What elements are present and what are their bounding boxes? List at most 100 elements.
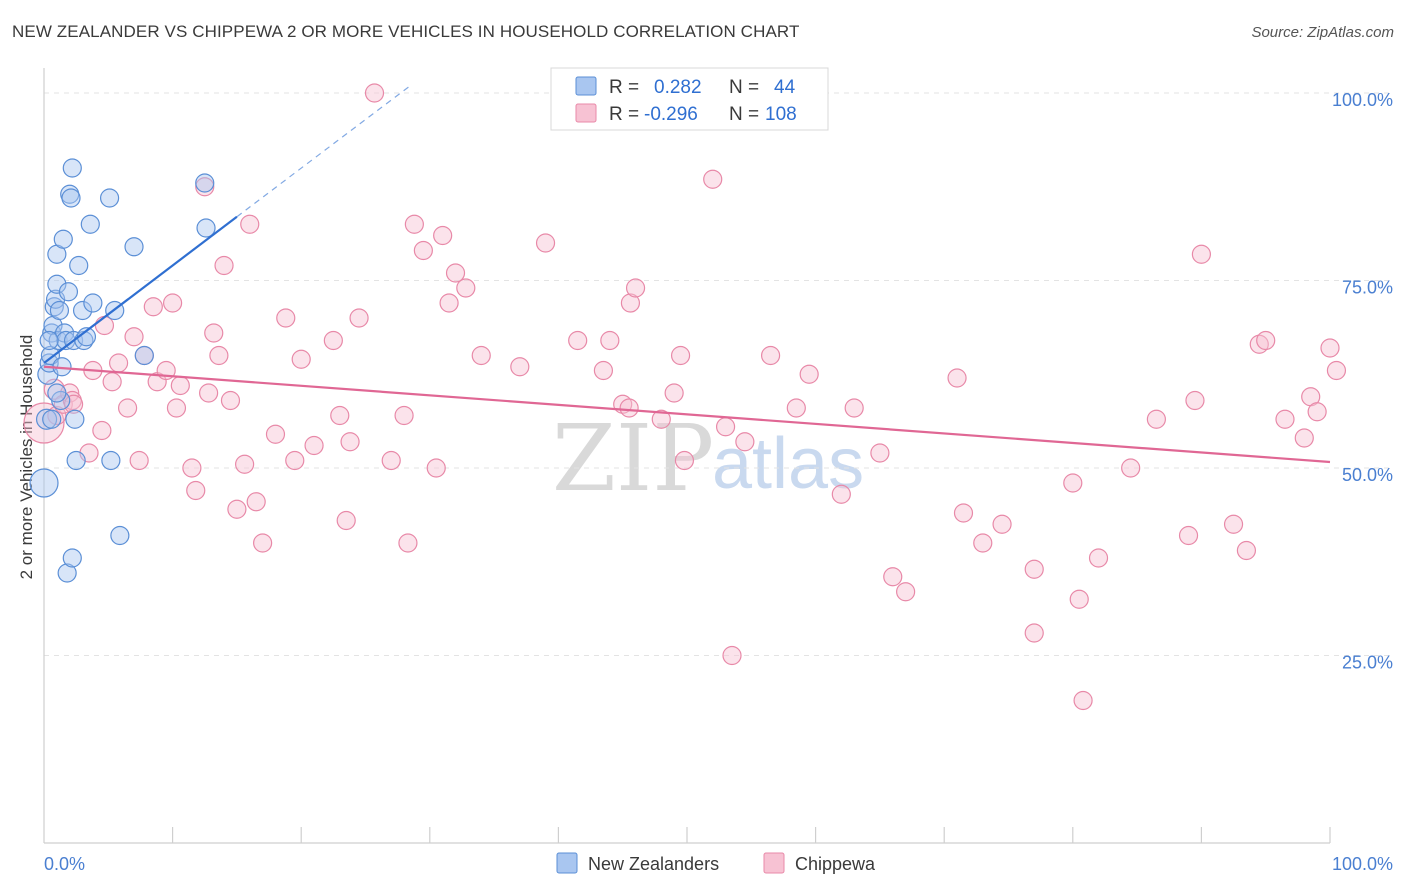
new-zealander-point: [195, 173, 215, 193]
y-axis-label: 2 or more Vehicles in Household: [17, 335, 36, 580]
new-zealander-point: [62, 158, 82, 178]
chippewa-point: [166, 398, 187, 418]
chippewa-point: [786, 398, 806, 418]
chippewa-point: [1275, 409, 1295, 429]
new-zealander-point: [124, 237, 144, 257]
legend-r-value-ch: -0.296: [644, 104, 698, 125]
legend-r-label-nz: R =: [609, 77, 639, 98]
chippewa-point: [1063, 473, 1083, 493]
chippewa-point: [722, 645, 742, 666]
chippewa-point: [883, 567, 903, 587]
chippewa-point: [760, 345, 781, 366]
x-tick-marks: [172, 827, 1331, 843]
chippewa-point: [199, 383, 219, 403]
new-zealander-point: [44, 297, 64, 317]
chippewa-point: [1307, 402, 1327, 422]
legend-swatch-nz: [575, 76, 597, 96]
new-zealander-point: [57, 563, 77, 583]
chippewa-point: [227, 499, 247, 519]
chippewa-point: [1024, 623, 1044, 643]
y-tick-label: 50.0%: [1342, 465, 1393, 485]
legend-swatch-new-zealanders: [556, 852, 578, 874]
chippewa-point: [304, 435, 324, 456]
chippewa-point: [1185, 390, 1205, 411]
new-zealander-point: [62, 548, 82, 568]
legend-n-value-ch: 108: [765, 104, 797, 125]
chippewa-point: [108, 353, 129, 373]
chippewa-point: [568, 330, 588, 351]
stats-legend: R = 0.282 N = 44 R = -0.296 N = 108: [550, 67, 829, 131]
chippewa-point: [1121, 458, 1141, 478]
chippewa-point: [214, 255, 234, 276]
new-zealander-trend-extension: [236, 85, 411, 218]
chippewa-point: [870, 443, 890, 463]
chippewa-point: [620, 293, 641, 313]
new-zealander-point: [83, 293, 103, 313]
chippewa-point: [799, 364, 819, 384]
legend-r-label-ch: R =: [609, 104, 639, 125]
new-zealander-point: [39, 330, 59, 351]
chippewa-point: [973, 533, 993, 553]
chippewa-point: [209, 345, 229, 366]
chippewa-points: [23, 83, 1347, 711]
legend-n-value-nz: 44: [774, 77, 796, 98]
new-zealander-point: [47, 383, 67, 403]
series-legend: New Zealanders Chippewa: [556, 852, 876, 874]
y-tick-label: 100.0%: [1332, 90, 1393, 110]
new-zealander-point: [196, 218, 216, 238]
chippewa-trend-line: [43, 365, 1331, 464]
chippewa-point: [291, 349, 311, 369]
chippewa-point: [143, 297, 163, 317]
chippewa-point: [510, 357, 530, 377]
new-zealander-point: [66, 450, 86, 471]
new-zealander-point: [134, 345, 154, 366]
chippewa-point: [896, 582, 916, 602]
watermark: ZIP atlas: [552, 405, 864, 512]
chippewa-point: [456, 278, 476, 298]
chippewa-point: [670, 345, 691, 366]
chippewa-point: [433, 225, 453, 246]
new-zealander-points: [29, 158, 216, 583]
chippewa-point: [831, 484, 851, 504]
x-tick-label: 0.0%: [44, 854, 85, 874]
new-zealander-trend-line: [43, 215, 238, 364]
new-zealander-point: [58, 282, 79, 302]
chippewa-point: [182, 458, 202, 478]
new-zealander-point: [69, 255, 89, 276]
chippewa-point: [651, 409, 671, 429]
chippewa-point: [703, 169, 723, 189]
chippewa-point: [265, 424, 286, 444]
x-tick-labels: 0.0% 100.0%: [44, 854, 1393, 874]
chart-title: NEW ZEALANDER VS CHIPPEWA 2 OR MORE VEHI…: [12, 22, 800, 41]
chippewa-point: [535, 233, 556, 253]
chippewa-point: [163, 293, 183, 313]
chippewa-point: [1191, 244, 1212, 264]
chippewa-point: [1256, 330, 1276, 351]
chippewa-point: [1326, 360, 1347, 381]
stats-legend-box: [550, 67, 829, 131]
chippewa-point: [246, 492, 266, 512]
chippewa-point: [471, 345, 491, 366]
new-zealander-point: [53, 229, 73, 249]
new-zealander-point: [110, 525, 130, 546]
chippewa-point: [1178, 525, 1199, 546]
chippewa-point: [1073, 690, 1093, 711]
chippewa-point: [394, 405, 414, 426]
legend-n-label-ch: N =: [729, 104, 759, 125]
new-zealander-point: [72, 300, 93, 321]
legend-swatch-chippewa: [763, 852, 785, 874]
chippewa-point: [398, 533, 418, 553]
chippewa-point: [1223, 514, 1244, 534]
chippewa-point: [276, 308, 296, 328]
new-zealander-point: [40, 345, 61, 366]
new-zealander-point: [101, 450, 121, 471]
chippewa-point: [1024, 559, 1044, 579]
chippewa-point: [1236, 540, 1257, 561]
chippewa-point: [364, 83, 385, 103]
chippewa-point: [1088, 548, 1109, 568]
legend-n-label-nz: N =: [729, 77, 759, 98]
new-zealander-point: [65, 409, 85, 429]
watermark-zip: ZIP: [552, 405, 714, 512]
source-label: Source: ZipAtlas.com: [1251, 24, 1394, 41]
chippewa-point: [600, 330, 620, 351]
